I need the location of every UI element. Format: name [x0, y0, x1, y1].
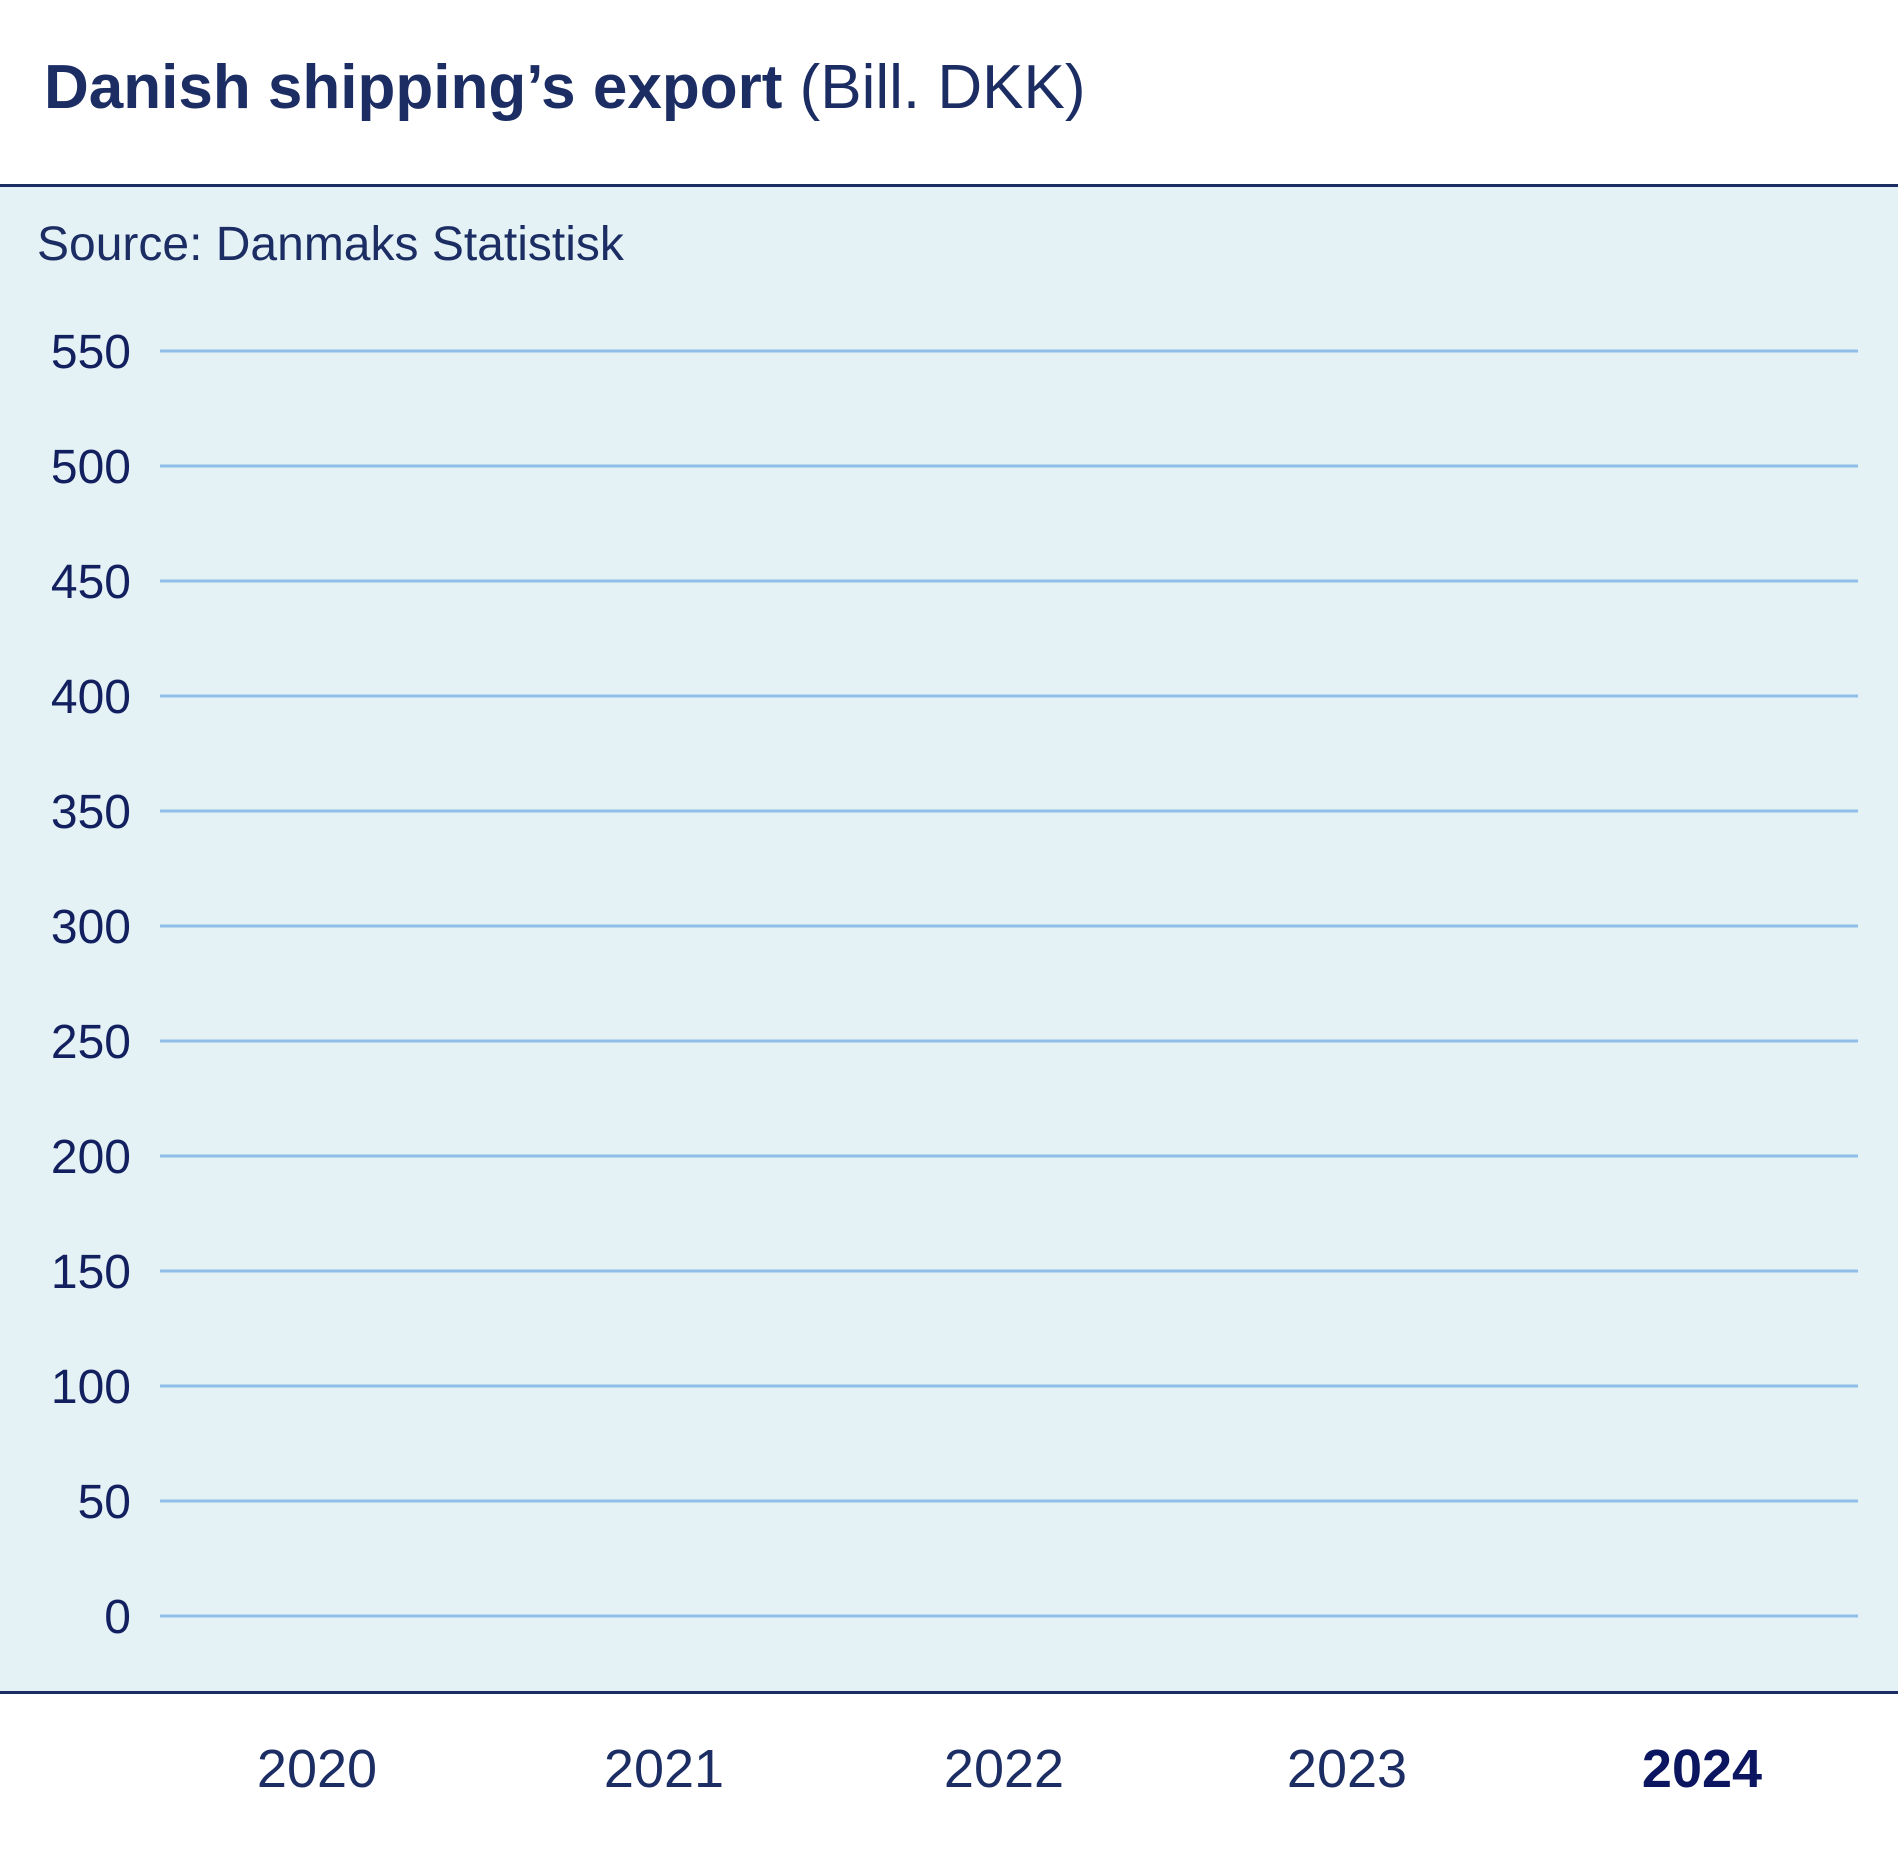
x-tick-label: 2022 [944, 1739, 1064, 1799]
y-tick-label: 250 [51, 1016, 131, 1069]
source-note: Source: Danmaks Statistisk [37, 218, 624, 271]
y-tick-label: 400 [51, 671, 131, 724]
y-tick-label: 350 [51, 786, 131, 839]
y-tick-label: 550 [51, 326, 131, 379]
y-tick-label: 300 [51, 901, 131, 954]
x-tick-label: 2023 [1287, 1739, 1407, 1799]
y-tick-label: 150 [51, 1246, 131, 1299]
plot-panel: Source: Danmaks Statistisk [0, 184, 1898, 1694]
chart-title-main: Danish shipping’s export [44, 53, 783, 122]
x-tick-label: 2024 [1642, 1739, 1762, 1799]
chart-title-unit: (Bill. DKK) [799, 53, 1086, 122]
y-tick-label: 200 [51, 1131, 131, 1184]
chart-title: Danish shipping’s export (Bill. DKK) [44, 52, 1085, 123]
y-tick-label: 450 [51, 556, 131, 609]
x-tick-label: 2021 [604, 1739, 724, 1799]
y-tick-label: 100 [51, 1361, 131, 1414]
x-tick-label: 2020 [257, 1739, 377, 1799]
y-tick-label: 50 [78, 1476, 131, 1529]
y-tick-label: 0 [104, 1591, 131, 1644]
y-tick-label: 500 [51, 441, 131, 494]
